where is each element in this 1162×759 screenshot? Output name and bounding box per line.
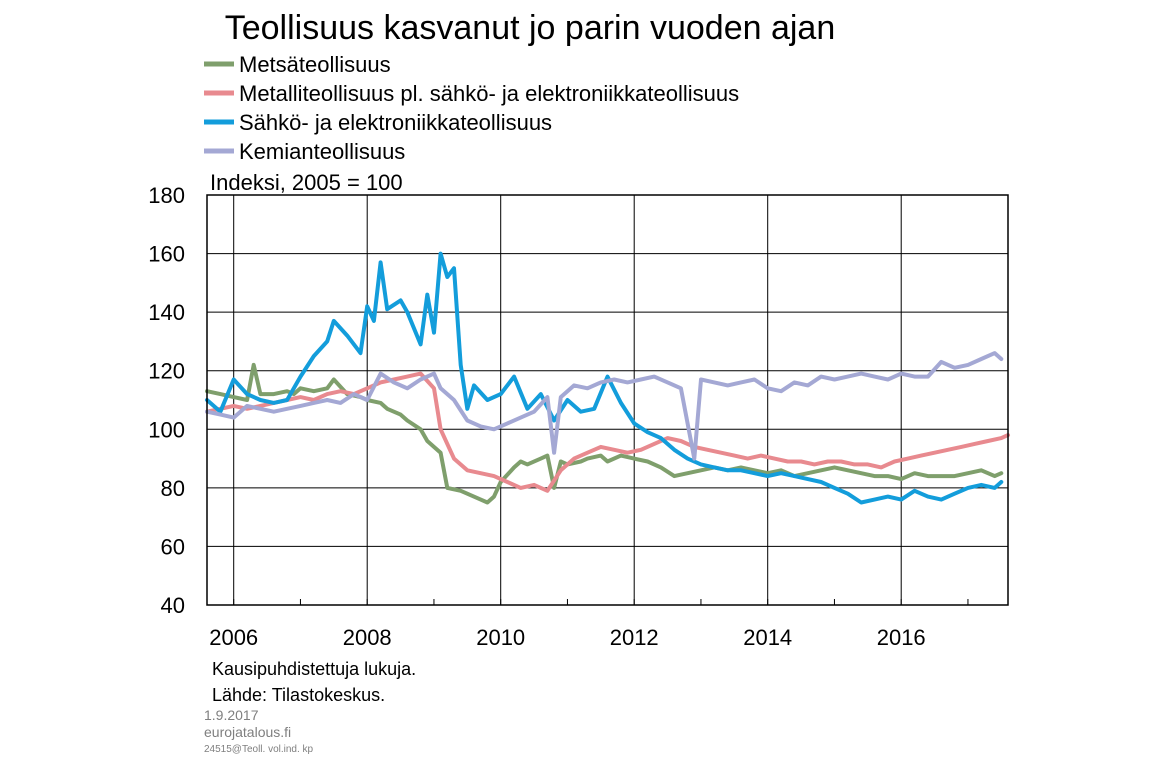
footer-code: 24515@Teoll. vol.ind. kp [204, 744, 314, 755]
series-line-4 [205, 351, 1004, 461]
series-line-2 [205, 371, 1010, 493]
series-lines [205, 251, 1010, 505]
x-axis-ticks: 2006 2008 2010 2012 2014 2016 [209, 599, 969, 650]
x-tick-label: 2014 [743, 625, 792, 650]
x-tick-label: 2016 [877, 625, 926, 650]
legend-label-2: Metalliteollisuus pl. sähkö- ja elektron… [239, 81, 739, 106]
legend-label-4: Kemianteollisuus [239, 139, 405, 164]
plot-area-frame [206, 194, 1009, 606]
y-tick-label: 60 [161, 534, 185, 559]
y-tick-label: 140 [148, 300, 185, 325]
y-tick-label: 160 [148, 242, 185, 267]
x-tick-label: 2008 [343, 625, 392, 650]
y-tick-label: 100 [148, 417, 185, 442]
legend: Metsäteollisuus Metalliteollisuus pl. säh… [204, 52, 739, 164]
y-tick-label: 120 [148, 359, 185, 384]
gridlines [207, 195, 1008, 605]
y-tick-label: 180 [148, 183, 185, 208]
footer-site: eurojatalous.fi [204, 724, 291, 740]
y-unit-label: Indeksi, 2005 = 100 [210, 170, 403, 195]
x-tick-label: 2012 [610, 625, 659, 650]
x-tick-label: 2006 [209, 625, 258, 650]
legend-label-3: Sähkö- ja elektroniikkateollisuus [239, 110, 552, 135]
note-seasonally-adjusted: Kausipuhdistettuja lukuja. [212, 659, 416, 679]
y-tick-label: 80 [161, 476, 185, 501]
legend-label-1: Metsäteollisuus [239, 52, 391, 77]
x-tick-label: 2010 [476, 625, 525, 650]
chart-title: Teollisuus kasvanut jo parin vuoden ajan [225, 9, 836, 47]
note-source: Lähde: Tilastokeskus. [212, 685, 385, 705]
y-axis-ticks: 40 60 80 100 120 140 160 180 [148, 183, 185, 618]
footer-date: 1.9.2017 [204, 707, 259, 723]
y-tick-label: 40 [161, 593, 185, 618]
